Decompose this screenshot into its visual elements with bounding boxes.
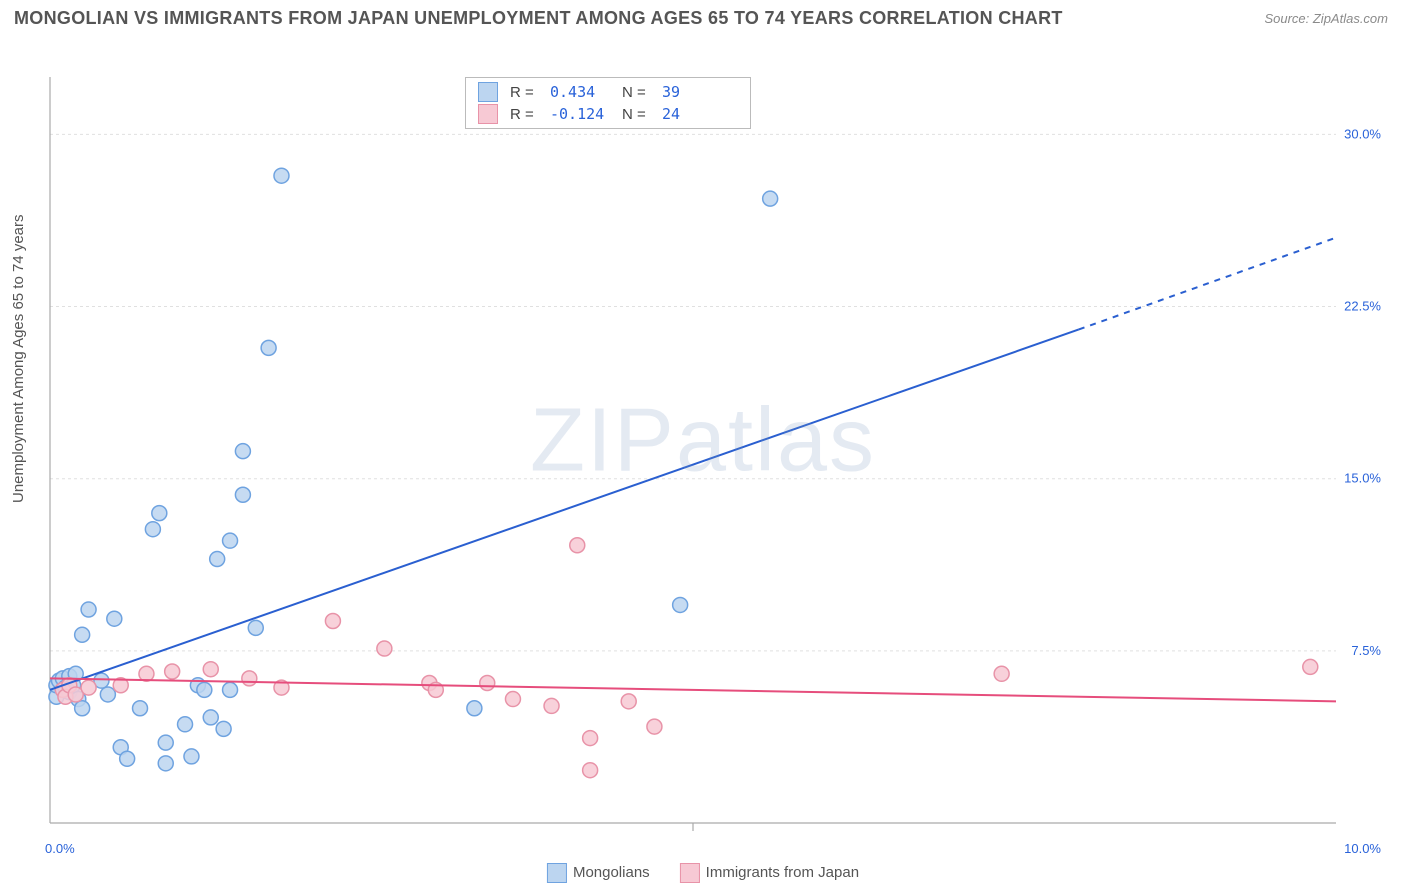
r-value: -0.124 [550,105,610,123]
legend-swatch [547,863,567,883]
legend-swatch [680,863,700,883]
chart-title: MONGOLIAN VS IMMIGRANTS FROM JAPAN UNEMP… [14,8,1063,29]
r-value: 0.434 [550,83,610,101]
correlation-legend-box: R = 0.434 N = 39 R = -0.124 N = 24 [465,77,751,129]
svg-text:0.0%: 0.0% [45,841,75,856]
corr-swatch [478,82,498,102]
legend-item: Immigrants from Japan [680,863,859,883]
svg-text:10.0%: 10.0% [1344,841,1381,856]
legend-label: Immigrants from Japan [706,864,859,881]
svg-text:30.0%: 30.0% [1344,126,1381,141]
legend-label: Mongolians [573,864,650,881]
n-label: N = [622,106,650,123]
source-attribution: Source: ZipAtlas.com [1264,11,1388,26]
svg-text:22.5%: 22.5% [1344,299,1381,314]
legend-item: Mongolians [547,863,650,883]
n-value: 24 [662,105,722,123]
n-label: N = [622,84,650,101]
n-value: 39 [662,83,722,101]
scatter-plot-svg: 7.5% 15.0% 22.5% 30.0% 0.0% 10.0% [0,33,1406,883]
corr-swatch [478,104,498,124]
r-label: R = [510,84,538,101]
r-label: R = [510,106,538,123]
chart-area: Unemployment Among Ages 65 to 74 years Z… [0,33,1406,883]
svg-text:7.5%: 7.5% [1351,643,1381,658]
y-axis-label: Unemployment Among Ages 65 to 74 years [10,214,27,503]
series-legend: Mongolians Immigrants from Japan [547,863,859,883]
svg-text:15.0%: 15.0% [1344,471,1381,486]
